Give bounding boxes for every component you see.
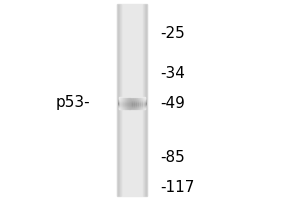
Bar bbox=[141, 98, 142, 108]
Bar bbox=[127, 98, 128, 108]
Bar bbox=[129, 98, 130, 108]
Bar bbox=[119, 99, 145, 100]
Bar bbox=[119, 106, 145, 107]
Bar bbox=[134, 98, 135, 108]
Bar bbox=[119, 107, 145, 108]
Bar bbox=[142, 98, 143, 108]
Bar bbox=[123, 98, 124, 108]
Bar bbox=[135, 98, 136, 108]
Bar bbox=[119, 99, 145, 100]
Bar bbox=[119, 103, 145, 104]
Bar bbox=[144, 98, 145, 108]
Bar bbox=[117, 4, 147, 196]
Bar bbox=[125, 98, 126, 108]
Bar bbox=[119, 107, 145, 108]
Bar bbox=[121, 98, 122, 108]
Text: -117: -117 bbox=[160, 180, 195, 196]
Bar bbox=[123, 98, 124, 108]
Bar bbox=[139, 98, 140, 108]
Bar bbox=[133, 98, 134, 108]
Bar bbox=[136, 98, 137, 108]
Bar bbox=[119, 101, 145, 102]
Bar bbox=[119, 104, 145, 105]
Bar bbox=[119, 98, 145, 99]
Bar bbox=[122, 98, 123, 108]
Bar bbox=[138, 98, 139, 108]
Bar bbox=[133, 98, 134, 108]
Bar bbox=[119, 102, 145, 103]
Bar bbox=[119, 100, 145, 101]
Bar bbox=[119, 98, 120, 108]
Text: -34: -34 bbox=[160, 66, 185, 80]
Bar bbox=[139, 98, 140, 108]
Bar bbox=[132, 98, 133, 108]
Bar bbox=[119, 102, 145, 103]
Bar bbox=[126, 98, 127, 108]
Bar bbox=[120, 98, 121, 108]
Text: p53-: p53- bbox=[56, 96, 90, 110]
Bar bbox=[129, 98, 130, 108]
Bar bbox=[119, 105, 145, 106]
Bar bbox=[119, 104, 145, 105]
Text: -85: -85 bbox=[160, 150, 185, 166]
Bar bbox=[140, 98, 141, 108]
Text: -49: -49 bbox=[160, 96, 185, 110]
Bar bbox=[119, 98, 120, 108]
Bar bbox=[130, 98, 131, 108]
Bar bbox=[137, 98, 138, 108]
Bar bbox=[135, 98, 136, 108]
Bar bbox=[131, 98, 132, 108]
Bar bbox=[124, 98, 125, 108]
Bar bbox=[119, 106, 145, 107]
Bar bbox=[119, 97, 145, 98]
Bar bbox=[119, 100, 145, 101]
Bar bbox=[119, 103, 145, 104]
Bar bbox=[143, 98, 144, 108]
Bar bbox=[136, 98, 137, 108]
Bar bbox=[128, 98, 129, 108]
Text: -25: -25 bbox=[160, 26, 185, 42]
Bar bbox=[142, 98, 143, 108]
